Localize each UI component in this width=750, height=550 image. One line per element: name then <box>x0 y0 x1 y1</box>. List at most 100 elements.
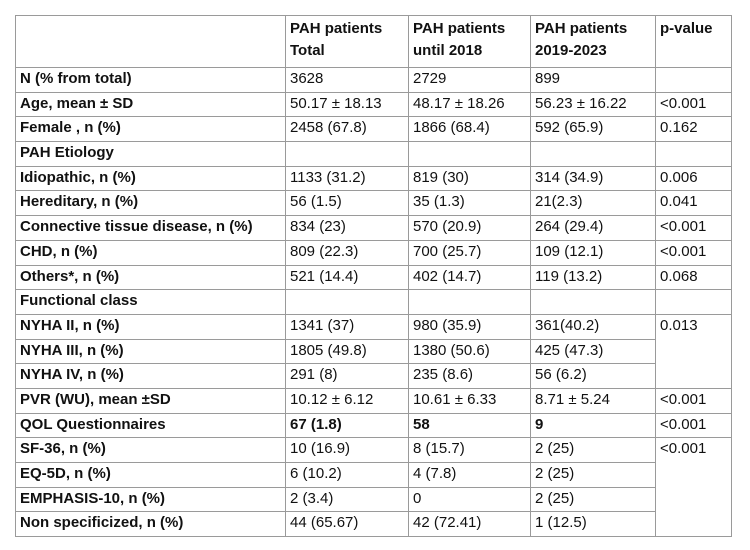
value-cell: 2 (25) <box>530 486 656 513</box>
header-cell: PAH patients until 2018 <box>408 15 531 68</box>
data-table: PAH patients Total PAH patients until 201… <box>15 15 732 538</box>
table-row: SF-36, n (%) 10 (16.9) 8 (15.7) 2 (25) <0.00… <box>15 437 732 538</box>
value-cell: 834 (23) <box>285 215 409 241</box>
table-row: CHD, n (%) 809 (22.3) 700 (25.7) 109 (12.1)… <box>15 239 732 266</box>
value-cell: 109 (12.1) <box>530 239 656 266</box>
table-row: Non specificized, n (%) 44 (65.67) 42 (72.… <box>15 511 732 538</box>
p-value-cell: <0.001 <box>655 215 732 241</box>
row-label: NYHA III, n (%) <box>15 338 286 365</box>
table-row: PVR (WU), mean ±SD 10.12 ± 6.12 10.61 ± 6.… <box>15 387 732 414</box>
table-row: Connective tissue disease, n (%) 834 (23)… <box>15 215 732 241</box>
value-cell <box>285 141 409 167</box>
table-row: EMPHASIS-10, n (%) 2 (3.4) 0 2 (25) <box>15 486 732 513</box>
value-cell: 6 (10.2) <box>285 462 409 488</box>
table-row: Others*, n (%) 521 (14.4) 402 (14.7) 119 (1… <box>15 264 732 291</box>
table-row: NYHA IV, n (%) 291 (8) 235 (8.6) 56 (6.2) <box>15 363 732 389</box>
table-row: N (% from total) 3628 2729 899 <box>15 67 732 93</box>
row-label: Non specificized, n (%) <box>15 511 286 538</box>
value-cell: 361(40.2) <box>530 313 656 340</box>
value-cell: 44 (65.67) <box>285 511 409 538</box>
table-row: Hereditary, n (%) 56 (1.5) 35 (1.3) 21(2.3)… <box>15 190 732 217</box>
value-cell: 58 <box>408 412 531 439</box>
value-cell <box>530 141 656 167</box>
value-cell: 809 (22.3) <box>285 239 409 266</box>
row-label: Functional class <box>15 289 286 315</box>
value-cell: 2729 <box>408 67 531 93</box>
value-cell: 402 (14.7) <box>408 264 531 291</box>
value-cell: 592 (65.9) <box>530 116 656 143</box>
value-cell: 1133 (31.2) <box>285 165 409 192</box>
header-cell: PAH patients 2019-2023 <box>530 15 656 68</box>
value-cell <box>408 289 531 315</box>
value-cell: 2 (3.4) <box>285 486 409 513</box>
header-cell <box>15 15 286 68</box>
p-value-cell <box>655 289 732 315</box>
row-label: Idiopathic, n (%) <box>15 165 286 192</box>
p-value-cell: 0.162 <box>655 116 732 143</box>
row-label: Connective tissue disease, n (%) <box>15 215 286 241</box>
p-value-cell: <0.001 <box>655 437 732 538</box>
value-cell: 56 (1.5) <box>285 190 409 217</box>
p-value-cell: <0.001 <box>655 387 732 414</box>
value-cell: 42 (72.41) <box>408 511 531 538</box>
value-cell: 10.61 ± 6.33 <box>408 387 531 414</box>
value-cell: 56.23 ± 16.22 <box>530 91 656 118</box>
p-value-cell: 0.013 <box>655 313 732 389</box>
value-cell: 819 (30) <box>408 165 531 192</box>
row-label: Age, mean ± SD <box>15 91 286 118</box>
row-label: Hereditary, n (%) <box>15 190 286 217</box>
table-row: Female , n (%) 2458 (67.8) 1866 (68.4) 592 … <box>15 116 732 143</box>
value-cell <box>285 289 409 315</box>
p-value-cell: <0.001 <box>655 412 732 439</box>
value-cell: 425 (47.3) <box>530 338 656 365</box>
value-cell: 4 (7.8) <box>408 462 531 488</box>
value-cell: 314 (34.9) <box>530 165 656 192</box>
table-row: NYHA II, n (%) 1341 (37) 980 (35.9) 361(40.… <box>15 313 732 389</box>
p-value-cell: 0.068 <box>655 264 732 291</box>
table-row: Idiopathic, n (%) 1133 (31.2) 819 (30) 314 … <box>15 165 732 192</box>
p-value-cell: <0.001 <box>655 239 732 266</box>
header-row: PAH patients Total PAH patients until 201… <box>15 15 732 68</box>
value-cell: 2 (25) <box>530 462 656 488</box>
row-label: N (% from total) <box>15 67 286 93</box>
p-value-cell: 0.006 <box>655 165 732 192</box>
value-cell: 9 <box>530 412 656 439</box>
header-cell: PAH patients Total <box>285 15 409 68</box>
value-cell: 2458 (67.8) <box>285 116 409 143</box>
value-cell: 2 (25) <box>530 437 656 463</box>
value-cell: 8 (15.7) <box>408 437 531 463</box>
value-cell: 1866 (68.4) <box>408 116 531 143</box>
row-label: Female , n (%) <box>15 116 286 143</box>
row-label: EMPHASIS-10, n (%) <box>15 486 286 513</box>
p-value-cell <box>655 67 732 93</box>
row-label: PVR (WU), mean ±SD <box>15 387 286 414</box>
row-label: SF-36, n (%) <box>15 437 286 463</box>
table-row: NYHA III, n (%) 1805 (49.8) 1380 (50.6) 425… <box>15 338 732 365</box>
value-cell: 119 (13.2) <box>530 264 656 291</box>
value-cell <box>408 141 531 167</box>
row-label: NYHA II, n (%) <box>15 313 286 340</box>
value-cell: 235 (8.6) <box>408 363 531 389</box>
p-value-cell <box>655 141 732 167</box>
table-row: PAH Etiology <box>15 141 732 167</box>
value-cell: 700 (25.7) <box>408 239 531 266</box>
value-cell: 570 (20.9) <box>408 215 531 241</box>
p-value-cell: 0.041 <box>655 190 732 217</box>
value-cell: 291 (8) <box>285 363 409 389</box>
table-row: Age, mean ± SD 50.17 ± 18.13 48.17 ± 18.26… <box>15 91 732 118</box>
table-body: N (% from total) 3628 2729 899 Age, mean ± S… <box>15 67 732 538</box>
value-cell: 48.17 ± 18.26 <box>408 91 531 118</box>
value-cell: 35 (1.3) <box>408 190 531 217</box>
value-cell: 1805 (49.8) <box>285 338 409 365</box>
value-cell: 8.71 ± 5.24 <box>530 387 656 414</box>
row-label: Others*, n (%) <box>15 264 286 291</box>
value-cell: 521 (14.4) <box>285 264 409 291</box>
row-label: PAH Etiology <box>15 141 286 167</box>
table-row: EQ-5D, n (%) 6 (10.2) 4 (7.8) 2 (25) <box>15 462 732 488</box>
value-cell <box>530 289 656 315</box>
value-cell: 899 <box>530 67 656 93</box>
row-label: QOL Questionnaires <box>15 412 286 439</box>
value-cell: 10 (16.9) <box>285 437 409 463</box>
value-cell: 1 (12.5) <box>530 511 656 538</box>
